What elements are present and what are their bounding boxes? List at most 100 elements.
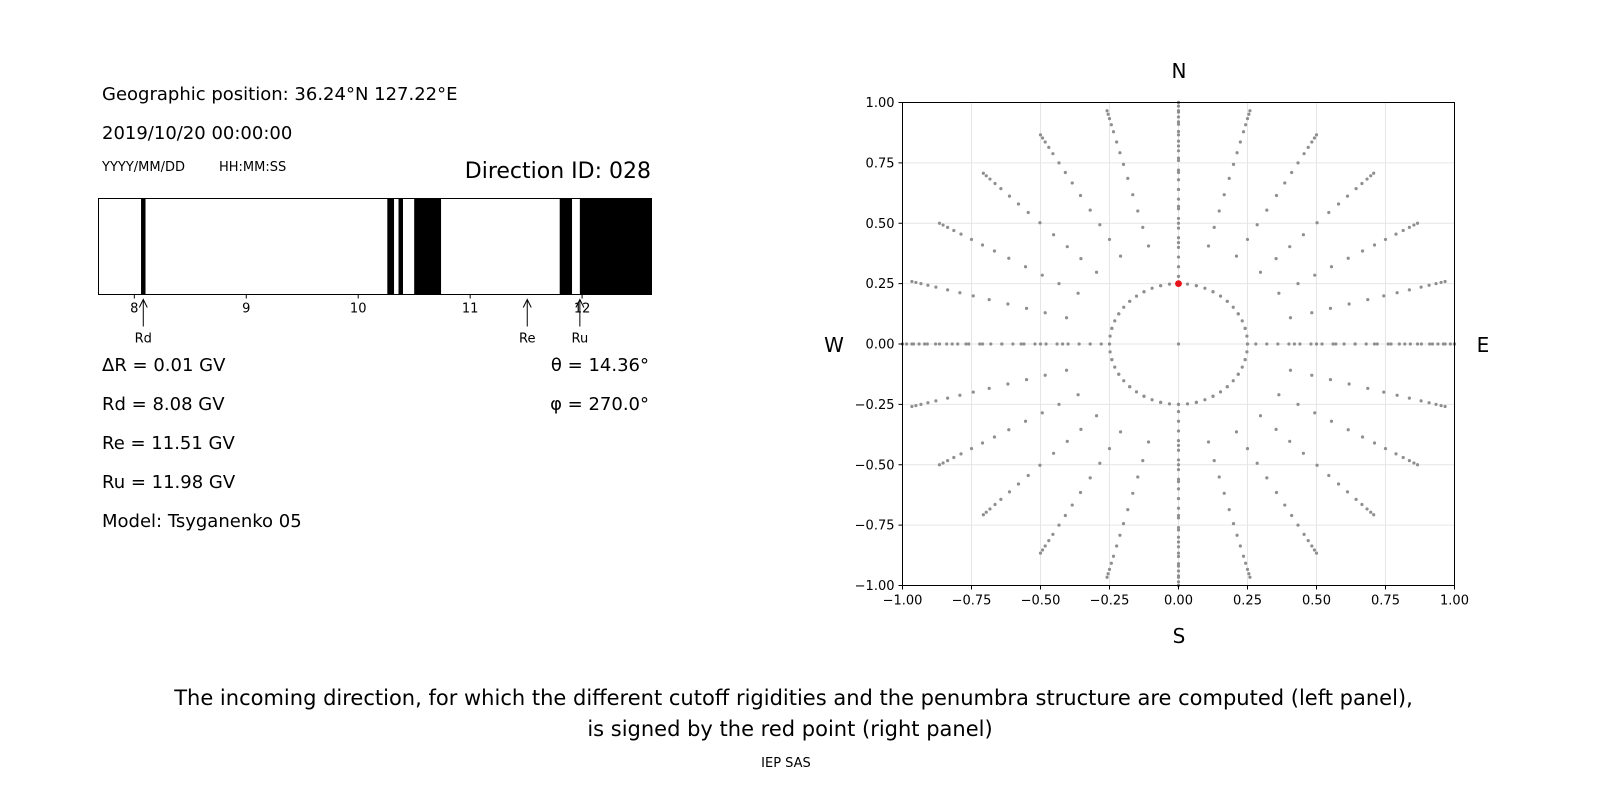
- marker-arrowhead-ru: [575, 298, 585, 308]
- direction-point: [1076, 291, 1080, 295]
- direction-point: [946, 288, 950, 292]
- direction-point: [1309, 342, 1313, 346]
- direction-point: [1245, 567, 1250, 571]
- direction-point: [1222, 193, 1226, 197]
- direction-point: [1353, 342, 1357, 346]
- direction-point: [1109, 561, 1113, 565]
- direction-point: [1007, 256, 1011, 260]
- y-tick-label: 0.75: [866, 156, 895, 171]
- direction-point: [1043, 140, 1047, 144]
- direction-point: [1283, 181, 1287, 185]
- direction-point: [1346, 256, 1350, 260]
- direction-point: [1227, 508, 1231, 512]
- direction-point: [1111, 554, 1116, 558]
- direction-point: [1088, 342, 1092, 346]
- direction-point: [1016, 482, 1021, 486]
- direction-point: [1176, 443, 1181, 448]
- direction-point: [1302, 152, 1306, 156]
- x-tick-label: 0.75: [1371, 594, 1400, 609]
- direction-point: [1117, 372, 1121, 376]
- direction-point: [1288, 316, 1293, 320]
- direction-point: [1076, 393, 1080, 397]
- direction-point: [1302, 532, 1306, 536]
- marker-label-rd: Rd: [135, 332, 152, 347]
- direction-point: [1063, 170, 1067, 175]
- x-tick-label: 0.25: [1233, 594, 1262, 609]
- direction-point: [1407, 459, 1411, 463]
- direction-point: [1346, 428, 1350, 432]
- direction-point: [1038, 342, 1043, 346]
- direction-point: [1245, 342, 1250, 346]
- direction-point: [1040, 136, 1045, 140]
- direction-point: [1176, 506, 1181, 510]
- x-tick-label: −0.25: [1090, 594, 1130, 609]
- direction-point: [1236, 312, 1240, 316]
- direction-point: [1301, 451, 1306, 455]
- direction-point: [1043, 544, 1047, 548]
- direction-point: [1107, 117, 1112, 121]
- direction-point: [1051, 451, 1056, 455]
- direction-point: [1248, 109, 1252, 113]
- penumbra-tick-label: 10: [350, 302, 367, 317]
- direction-point: [1022, 342, 1026, 346]
- direction-point: [1024, 306, 1029, 310]
- direction-point: [1111, 130, 1116, 134]
- direction-point: [1006, 302, 1010, 306]
- direction-point: [1218, 294, 1223, 298]
- model-value: Model: Tsyganenko 05: [102, 511, 302, 532]
- direction-point: [1247, 112, 1251, 116]
- direction-point: [1194, 400, 1198, 404]
- direction-point: [999, 497, 1003, 501]
- direction-point: [914, 403, 918, 408]
- direction-point: [1051, 152, 1055, 156]
- direction-point: [905, 342, 909, 346]
- direction-point: [1382, 294, 1386, 298]
- direction-point: [1176, 458, 1181, 462]
- direction-point: [1113, 365, 1117, 369]
- direction-point: [1394, 232, 1398, 236]
- direction-point: [958, 291, 962, 295]
- direction-point: [1016, 202, 1021, 206]
- geographic-position: Geographic position: 36.24°N 127.22°E: [102, 84, 458, 105]
- direction-point: [1065, 439, 1069, 443]
- marker-arrowhead-rd: [138, 298, 148, 308]
- direction-point: [1064, 368, 1069, 372]
- direction-point: [922, 342, 927, 346]
- direction-point: [1107, 567, 1112, 571]
- direction-point: [1360, 502, 1364, 507]
- direction-point: [993, 181, 997, 186]
- direction-point: [971, 390, 975, 394]
- direction-point: [1176, 120, 1181, 124]
- direction-point: [910, 404, 914, 409]
- direction-point: [1296, 282, 1300, 286]
- direction-point: [1328, 378, 1333, 382]
- direction-point: [1254, 342, 1258, 346]
- selected-direction-point: [1175, 280, 1182, 288]
- direction-point: [1176, 129, 1181, 134]
- direction-point: [1094, 414, 1099, 418]
- re-value: Re = 11.51 GV: [102, 433, 235, 454]
- direction-point: [1314, 133, 1319, 137]
- direction-point: [1176, 496, 1181, 501]
- direction-point: [1176, 410, 1181, 414]
- direction-point: [1122, 305, 1126, 309]
- direction-point: [1023, 265, 1028, 269]
- penumbra-tick-label: 12: [574, 302, 591, 317]
- direction-point: [1115, 140, 1119, 144]
- direction-point: [1131, 193, 1135, 197]
- direction-point: [1176, 158, 1181, 163]
- direction-point: [937, 342, 942, 346]
- direction-point: [1051, 233, 1056, 237]
- direction-point: [1040, 548, 1045, 552]
- direction-point: [978, 342, 982, 346]
- direction-point: [1038, 551, 1043, 555]
- direction-point: [1234, 430, 1239, 434]
- delta-r-value: ΔR = 0.01 GV: [102, 355, 226, 376]
- direction-point: [1033, 342, 1037, 346]
- datetime: 2019/10/20 00:00:00: [102, 123, 293, 144]
- direction-point: [1310, 544, 1314, 548]
- direction-point: [1247, 572, 1251, 576]
- direction-point: [1026, 210, 1030, 215]
- direction-point: [1394, 452, 1398, 456]
- direction-point: [1336, 202, 1341, 206]
